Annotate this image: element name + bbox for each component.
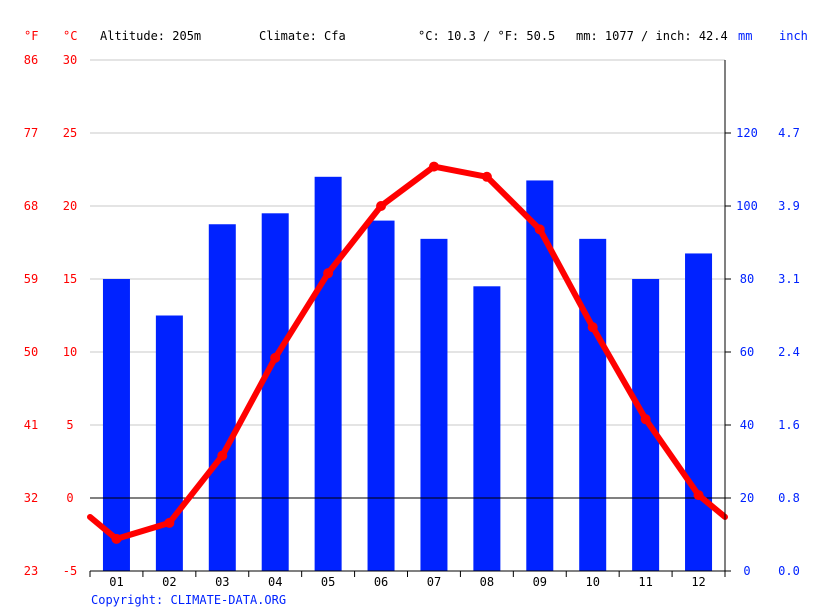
gridlines	[90, 59, 725, 572]
mm-unit-label: mm	[738, 29, 752, 43]
total-precipitation-label: mm: 1077 / inch: 42.4	[576, 29, 728, 43]
mm-tick-label: 20	[740, 491, 754, 505]
mm-tick-label: 80	[740, 272, 754, 286]
precipitation-bars	[102, 176, 713, 572]
celsius-tick-label: 10	[63, 345, 77, 359]
temperature-point	[323, 268, 334, 279]
month-label: 07	[427, 575, 441, 589]
average-temperature-label: °C: 10.3 / °F: 50.5	[418, 29, 555, 43]
temperature-point	[164, 517, 175, 528]
mm-tick-label: 60	[740, 345, 754, 359]
precipitation-bar	[367, 220, 395, 571]
fahrenheit-tick-label: 23	[24, 564, 38, 578]
temperature-point	[640, 414, 651, 425]
fahrenheit-unit-label: °F	[24, 29, 38, 43]
temperature-point	[270, 352, 281, 363]
month-label: 01	[109, 575, 123, 589]
copyright-text: Copyright: CLIMATE-DATA.ORG	[91, 593, 286, 607]
altitude-label: Altitude: 205m	[100, 29, 201, 43]
inch-unit-label: inch	[779, 29, 808, 43]
celsius-tick-label: 25	[63, 126, 77, 140]
fahrenheit-tick-label: 32	[24, 491, 38, 505]
climate-label: Climate: Cfa	[259, 29, 346, 43]
celsius-tick-label: 20	[63, 199, 77, 213]
month-label: 10	[585, 575, 599, 589]
axes	[89, 60, 731, 577]
inch-tick-label: 2.4	[778, 345, 800, 359]
precipitation-bar	[632, 279, 660, 571]
temperature-point	[693, 490, 704, 501]
precipitation-bar	[685, 253, 713, 571]
month-label: 03	[215, 575, 229, 589]
celsius-tick-label: 5	[66, 418, 73, 432]
celsius-unit-label: °C	[63, 29, 77, 43]
precipitation-bar	[473, 286, 501, 571]
fahrenheit-tick-label: 68	[24, 199, 38, 213]
month-label: 02	[162, 575, 176, 589]
celsius-tick-label: 15	[63, 272, 77, 286]
celsius-tick-label: -5	[63, 564, 77, 578]
temperature-point	[481, 171, 492, 182]
month-label: 12	[691, 575, 705, 589]
precipitation-bar	[314, 176, 342, 572]
mm-tick-label: 40	[740, 418, 754, 432]
month-label: 05	[321, 575, 335, 589]
temperature-point	[217, 450, 228, 461]
temperature-series-line	[87, 163, 728, 542]
temperature-point	[534, 224, 545, 235]
temperature-point	[376, 201, 387, 211]
mm-tick-label: 0	[743, 564, 750, 578]
celsius-tick-label: 0	[66, 491, 73, 505]
mm-tick-label: 120	[736, 126, 758, 140]
fahrenheit-tick-label: 50	[24, 345, 38, 359]
fahrenheit-tick-label: 59	[24, 272, 38, 286]
precipitation-bar	[102, 279, 130, 571]
celsius-tick-label: 30	[63, 53, 77, 67]
month-label: 04	[268, 575, 282, 589]
temperature-point	[587, 322, 598, 333]
inch-tick-label: 3.1	[778, 272, 800, 286]
month-label: 06	[374, 575, 388, 589]
fahrenheit-tick-label: 41	[24, 418, 38, 432]
temperature-line	[87, 161, 728, 544]
inch-tick-label: 4.7	[778, 126, 800, 140]
precipitation-bar	[526, 180, 554, 571]
precipitation-bar	[579, 238, 607, 571]
precipitation-bar	[420, 238, 448, 571]
fahrenheit-tick-label: 86	[24, 53, 38, 67]
temperature-point	[111, 533, 122, 544]
mm-tick-label: 100	[736, 199, 758, 213]
month-label: 09	[533, 575, 547, 589]
fahrenheit-tick-label: 77	[24, 126, 38, 140]
inch-tick-label: 0.8	[778, 491, 800, 505]
precipitation-bar	[261, 213, 289, 572]
month-label: 11	[638, 575, 652, 589]
inch-tick-label: 1.6	[778, 418, 800, 432]
tick-labels: 23 -5 32 0 41 5 50 10 59 15 68 20 77 25 86 30 0 0.0 20 0.8 4…	[24, 53, 800, 589]
inch-tick-label: 0.0	[778, 564, 800, 578]
inch-tick-label: 3.9	[778, 199, 800, 213]
month-label: 08	[480, 575, 494, 589]
temperature-point	[428, 161, 439, 172]
precipitation-bar	[208, 224, 236, 571]
precipitation-bar	[155, 315, 183, 571]
